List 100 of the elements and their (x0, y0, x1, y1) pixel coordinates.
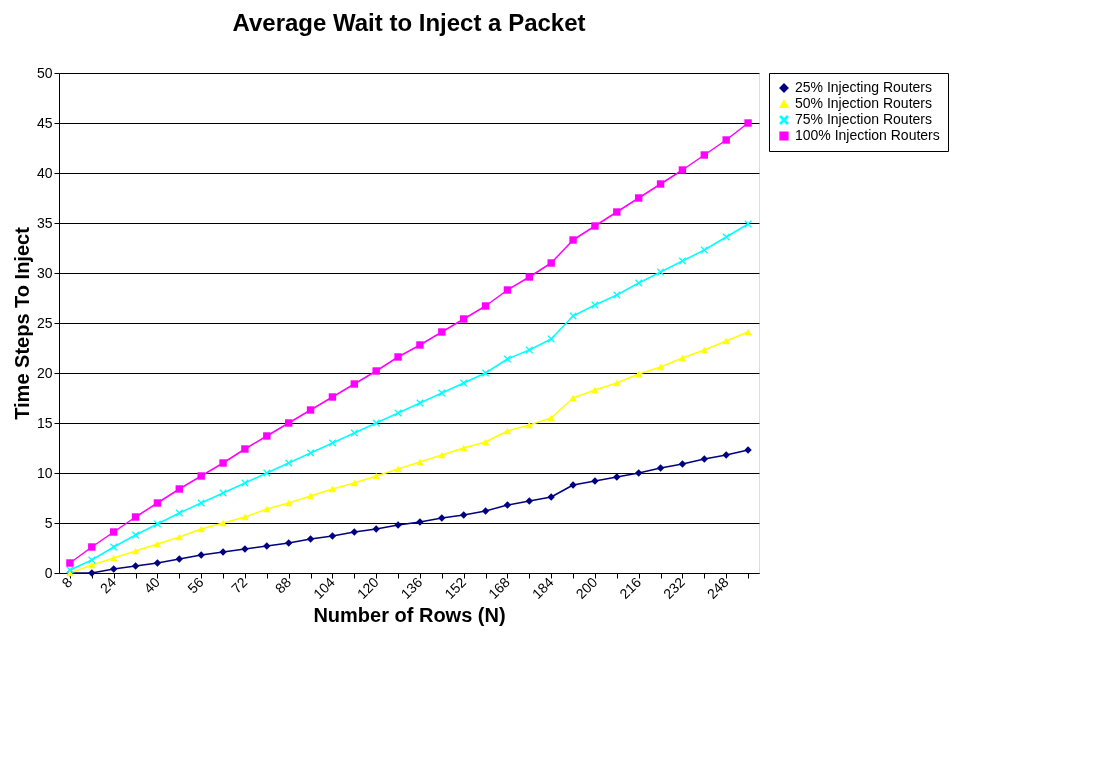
point (109, 565, 118, 573)
point (416, 399, 424, 407)
point (656, 464, 665, 472)
point (613, 208, 621, 216)
y-tick-label: 40 (36, 164, 53, 181)
point (700, 151, 709, 159)
point (175, 533, 184, 541)
point (525, 346, 534, 354)
point (175, 555, 184, 563)
point (591, 301, 599, 309)
point (656, 268, 665, 276)
x-tick-label: 104 (310, 573, 339, 602)
point (416, 341, 424, 349)
point (678, 257, 687, 265)
x-tick-label: 72 (228, 573, 251, 597)
point (263, 505, 271, 513)
legend-label: 50% Injection Routers (795, 95, 932, 111)
point (656, 363, 665, 371)
point (744, 328, 752, 336)
point (481, 438, 490, 446)
point (306, 449, 315, 457)
point (438, 328, 446, 336)
point (284, 539, 293, 547)
point (263, 469, 271, 477)
y-tick-label: 15 (36, 414, 53, 431)
point (634, 469, 643, 477)
point (219, 459, 227, 467)
point (459, 315, 468, 323)
point (700, 455, 709, 463)
x-tick-label: 200 (572, 573, 601, 602)
point (153, 499, 162, 507)
point (591, 222, 599, 230)
point (656, 180, 665, 188)
x-tick-label: 232 (660, 573, 689, 602)
point (131, 531, 140, 539)
point (525, 273, 534, 281)
point (394, 465, 402, 473)
point (503, 355, 512, 363)
x-tick-label: 248 (703, 573, 732, 602)
x-axis-title: Number of Rows (N) (313, 603, 506, 626)
point (394, 353, 402, 361)
point (547, 414, 555, 422)
x-tick-label: 184 (528, 573, 557, 602)
point (503, 286, 512, 294)
x-tick-label: 88 (271, 573, 295, 597)
point (613, 291, 621, 299)
point (569, 394, 577, 402)
point (328, 532, 337, 540)
point (197, 525, 205, 533)
point (284, 419, 293, 427)
point (153, 520, 162, 528)
point (678, 460, 687, 468)
legend-label: 25% Injecting Routers (795, 79, 932, 95)
point (438, 451, 446, 459)
point (350, 429, 359, 437)
x-tick-label: 40 (140, 573, 164, 597)
point (459, 511, 468, 519)
x-tick-label: 136 (397, 573, 426, 602)
point (525, 421, 534, 429)
point (131, 513, 140, 521)
x-tick-label: 56 (184, 573, 207, 597)
point (109, 543, 118, 551)
point (219, 519, 227, 527)
point (372, 472, 380, 480)
y-tick-label: 35 (36, 214, 53, 231)
point (175, 509, 184, 517)
point (481, 369, 490, 377)
point (634, 279, 643, 287)
point (722, 233, 730, 241)
point (634, 194, 643, 202)
y-tick-label: 0 (44, 564, 53, 581)
y-tick-label: 20 (36, 364, 53, 381)
point (481, 507, 490, 515)
point (722, 337, 730, 345)
point (88, 543, 96, 551)
x-tick-label: 120 (353, 573, 382, 602)
point (744, 119, 752, 127)
point (438, 389, 446, 397)
point (263, 432, 271, 440)
point (328, 393, 337, 401)
point (547, 259, 555, 267)
point (306, 535, 315, 543)
point (547, 335, 555, 343)
point (372, 419, 380, 427)
point (197, 499, 205, 507)
point (328, 439, 337, 447)
point (678, 354, 687, 362)
point (109, 554, 118, 562)
point (131, 547, 140, 555)
point (153, 540, 162, 548)
point (350, 528, 359, 536)
point (481, 302, 490, 310)
point (197, 472, 205, 480)
point (700, 346, 709, 354)
legend-label: 75% Injection Routers (795, 111, 932, 127)
y-tick-label: 25 (36, 314, 53, 331)
point (569, 236, 577, 244)
y-tick-label: 10 (36, 464, 53, 481)
point (284, 459, 293, 467)
x-tick-label: 152 (441, 573, 470, 602)
